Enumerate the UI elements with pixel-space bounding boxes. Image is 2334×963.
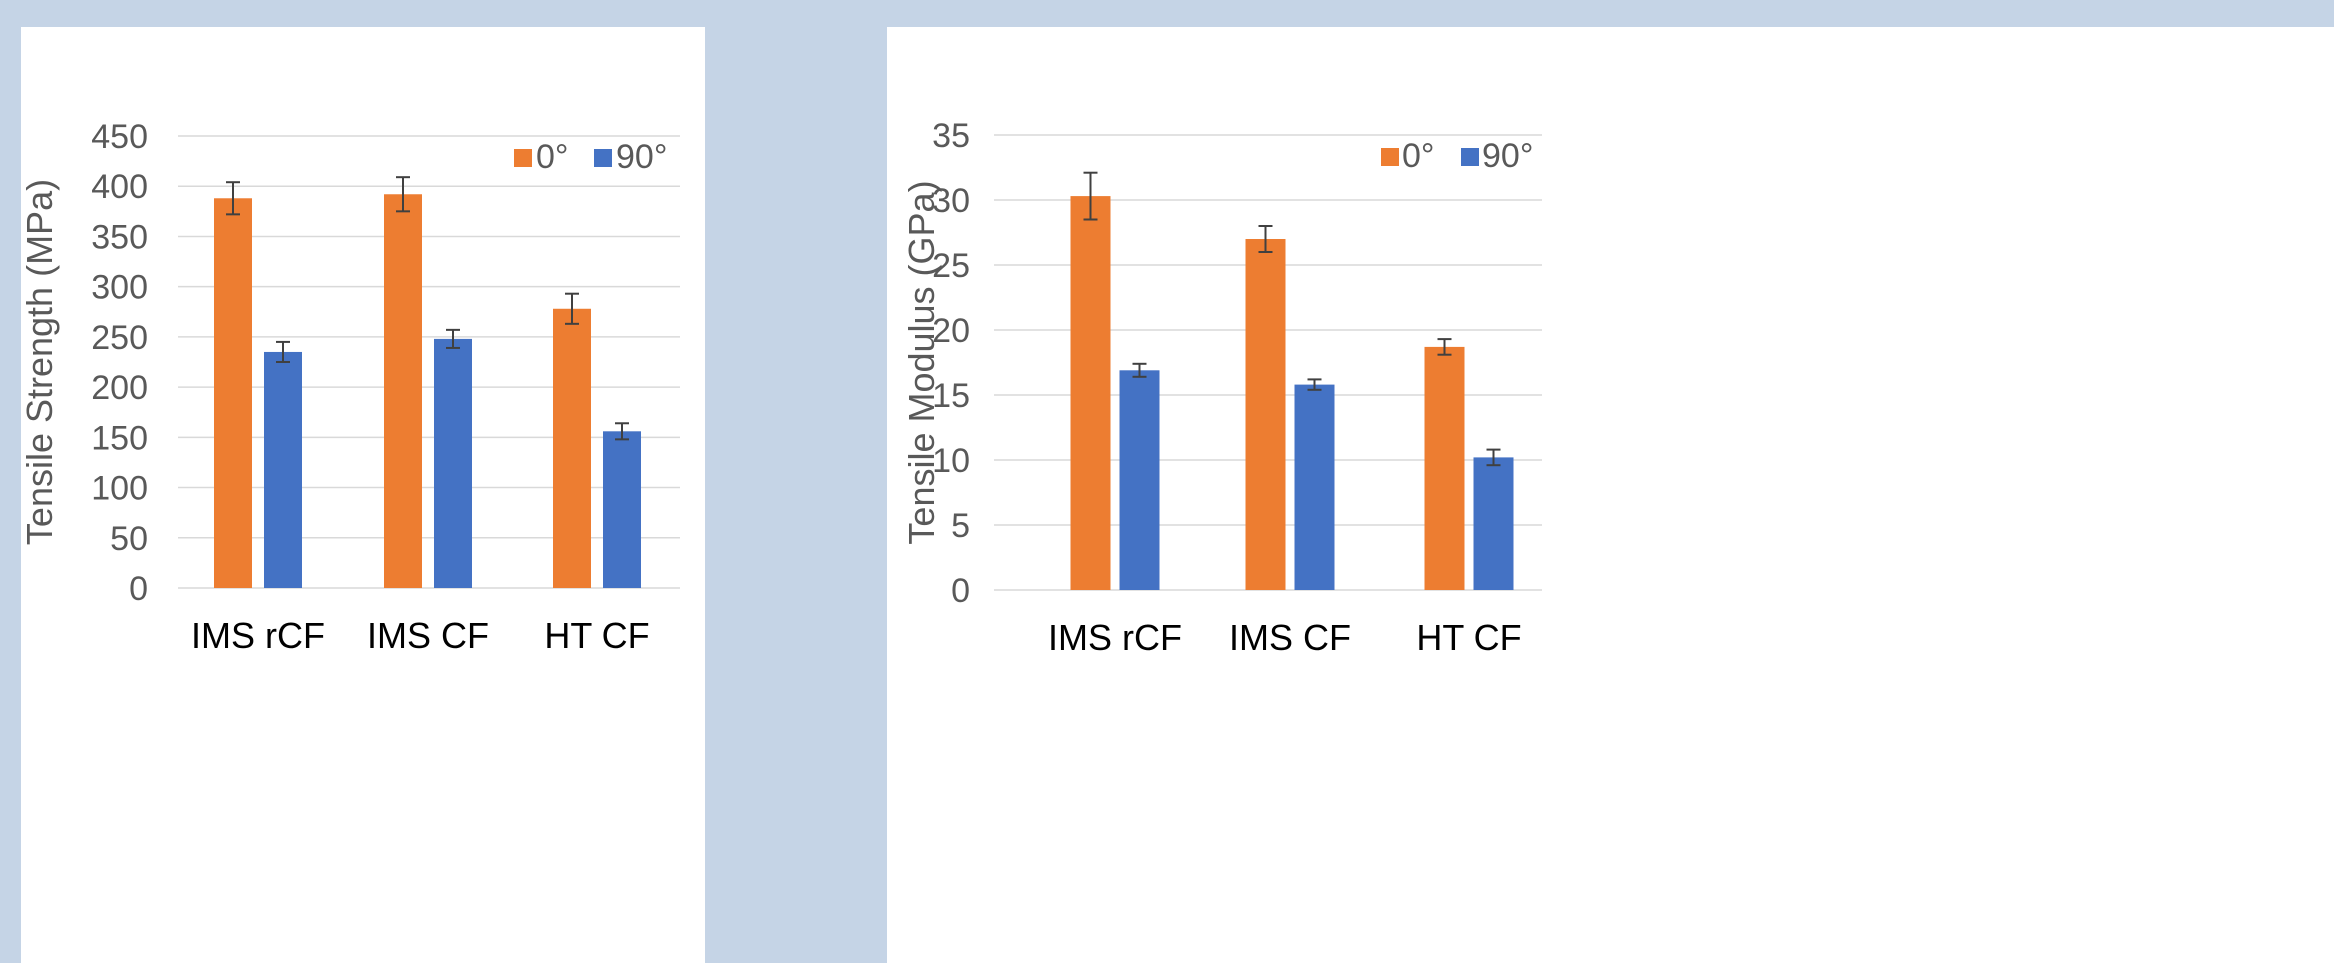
legend-swatch-90deg	[1461, 148, 1479, 166]
bar-0deg	[214, 198, 252, 588]
legend-swatch-0deg	[514, 149, 532, 167]
y-tick-label: 5	[951, 507, 970, 545]
bar-0deg	[1245, 239, 1286, 590]
y-tick-label: 150	[91, 419, 148, 457]
y-axis-title: Tensile Strength (MPa)	[19, 179, 60, 545]
y-tick-label: 350	[91, 218, 148, 256]
bar-0deg	[1070, 196, 1111, 590]
legend-label-90deg: 90°	[1482, 137, 1533, 175]
bar-90deg	[264, 351, 302, 588]
bar-90deg	[434, 338, 472, 588]
bar-0deg	[1424, 346, 1465, 590]
legend-label-0deg: 0°	[1402, 137, 1435, 175]
x-tick-label: IMS CF	[1229, 617, 1351, 658]
bar-90deg	[1294, 384, 1335, 590]
y-tick-label: 35	[932, 117, 970, 155]
legend-swatch-90deg	[594, 149, 612, 167]
x-tick-label: IMS rCF	[191, 615, 325, 656]
y-tick-label: 20	[932, 312, 970, 350]
y-tick-label: 200	[91, 369, 148, 407]
y-tick-label: 30	[932, 182, 970, 220]
bar-0deg	[384, 194, 422, 588]
legend-label-0deg: 0°	[536, 138, 569, 176]
y-tick-label: 25	[932, 247, 970, 285]
legend-swatch-0deg	[1381, 148, 1399, 166]
y-tick-label: 15	[932, 377, 970, 415]
legend-label-90deg: 90°	[616, 138, 667, 176]
bar-0deg	[553, 308, 591, 588]
y-tick-label: 0	[129, 570, 148, 608]
bar-90deg	[1473, 457, 1514, 590]
bar-90deg	[1119, 370, 1160, 590]
x-tick-label: IMS rCF	[1048, 617, 1182, 658]
y-tick-label: 10	[932, 442, 970, 480]
y-tick-label: 0	[951, 572, 970, 610]
y-tick-label: 100	[91, 470, 148, 508]
x-tick-label: IMS CF	[367, 615, 489, 656]
bar-90deg	[603, 431, 641, 588]
x-tick-label: HT CF	[1416, 617, 1521, 658]
y-tick-label: 50	[110, 520, 148, 558]
y-tick-label: 450	[91, 118, 148, 156]
x-tick-label: HT CF	[544, 615, 649, 656]
y-tick-label: 300	[91, 269, 148, 307]
y-axis-title: Tensile Modulus (GPa)	[901, 180, 942, 544]
y-tick-label: 250	[91, 319, 148, 357]
y-tick-label: 400	[91, 168, 148, 206]
